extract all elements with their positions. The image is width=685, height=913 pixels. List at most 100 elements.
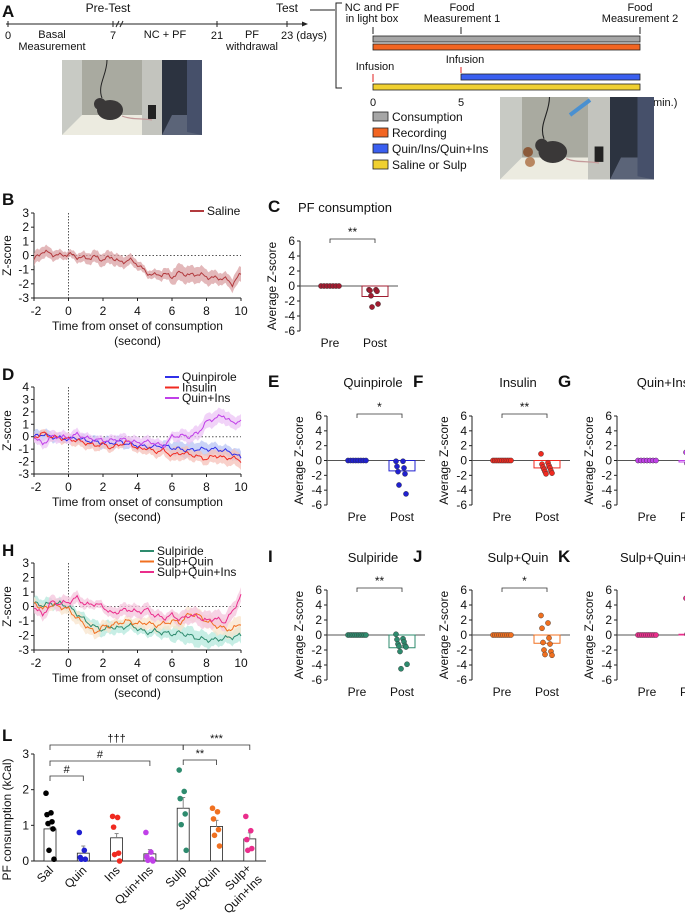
post-mean-bar	[678, 460, 685, 463]
x-axis-label-unit: (second)	[114, 686, 161, 700]
x-category-label: Post	[680, 685, 685, 699]
y-tick-label: 2	[288, 264, 295, 278]
post-data-point	[395, 468, 401, 475]
significance-bracket	[356, 587, 403, 592]
pre-data-point	[508, 632, 514, 638]
data-point	[178, 821, 184, 828]
legend-label: Sulp+Quin+Ins	[157, 565, 236, 579]
post-data-point	[398, 665, 404, 672]
post-data-point	[396, 482, 402, 488]
post-data-point	[538, 612, 544, 619]
x-category-label: Pre	[348, 685, 367, 699]
mouse-cage-illustration	[62, 59, 202, 135]
comparison-bracket	[49, 775, 84, 781]
quin-ins-bar	[460, 73, 641, 81]
y-tick-label: -4	[456, 483, 467, 497]
phase-label: withdrawal	[225, 41, 278, 53]
x-tick-label: -2	[31, 656, 42, 670]
significance-marker: *	[522, 574, 527, 588]
significance-marker: †††	[107, 733, 125, 745]
y-tick-label: -4	[311, 483, 322, 497]
post-data-point	[538, 451, 544, 457]
y-tick-label: -6	[601, 498, 612, 512]
y-tick-label: 6	[460, 409, 467, 423]
significance-bracket	[501, 413, 548, 418]
y-axis-label: Average Z-score	[265, 241, 279, 330]
significance-marker: **	[348, 225, 358, 239]
series-line-quinpirole	[33, 432, 242, 459]
legend-label: Recording	[392, 126, 447, 140]
legend-label: Sulp+Quin	[157, 555, 213, 569]
post-data-point	[400, 458, 406, 465]
data-point	[214, 808, 221, 815]
pre-data-point	[653, 632, 659, 638]
data-point	[211, 832, 218, 839]
y-tick-label: 6	[605, 583, 612, 597]
y-tick-label: -1	[18, 614, 29, 628]
significance-marker: **	[375, 574, 385, 588]
significance-marker: **	[196, 748, 205, 760]
x-tick-label: 0	[65, 480, 72, 494]
y-tick-label: 1	[22, 585, 29, 599]
y-tick-label: 4	[460, 424, 467, 438]
y-tick-label: -2	[456, 468, 467, 482]
post-mean-bar	[388, 634, 416, 649]
x-category-label: Pre	[638, 510, 657, 524]
y-tick-label: -3	[18, 467, 29, 481]
y-tick-label: 3	[22, 392, 29, 406]
y-tick-label: 6	[315, 409, 322, 423]
post-data-point	[542, 651, 548, 658]
panel-label: G	[558, 372, 571, 391]
post-data-point	[404, 661, 410, 668]
pretest-label: Pre-Test	[86, 1, 131, 15]
x-category-label: Post	[680, 510, 685, 524]
comparison-bracket	[49, 744, 184, 750]
post-data-point	[543, 471, 549, 477]
y-tick-label: 2	[315, 439, 322, 453]
x-category-label: Pre	[321, 336, 340, 350]
series-line-sulp-quin	[33, 601, 242, 634]
post-data-point	[367, 287, 373, 294]
test-label: Test	[276, 1, 299, 15]
data-point	[45, 820, 51, 827]
data-point	[210, 816, 217, 822]
post-mean-bar	[678, 633, 685, 636]
x-axis-label-unit: (second)	[114, 334, 161, 348]
legend-label: Insulin	[182, 381, 217, 395]
series-line-quin-ins	[33, 414, 242, 448]
syringe-icon	[568, 98, 592, 117]
comparison-bracket	[182, 759, 217, 765]
y-tick-label: 2	[22, 783, 29, 797]
consumption-bar	[372, 35, 641, 43]
minute-tick-label: 5	[458, 97, 464, 109]
post-data-point	[403, 491, 409, 497]
food-pellet-icon	[525, 157, 535, 167]
x-category-label: Post	[390, 510, 415, 524]
y-tick-label: 3	[22, 556, 29, 570]
significance-marker: #	[64, 764, 71, 776]
y-tick-label: 6	[605, 409, 612, 423]
y-tick-label: 4	[605, 598, 612, 612]
sem-band-saline	[34, 244, 241, 294]
x-tick-label: 6	[169, 304, 176, 318]
panel-label: D	[2, 365, 14, 384]
mean-bar	[110, 837, 123, 862]
x-category-label: Pre	[638, 685, 657, 699]
data-point	[181, 788, 187, 795]
y-tick-label: -4	[284, 309, 295, 323]
legend-label: Quinpirole	[182, 370, 237, 384]
series-line-saline	[33, 249, 242, 288]
x-category-label: Sal	[34, 863, 56, 885]
panel-label: K	[558, 547, 571, 566]
data-point	[150, 858, 156, 864]
post-data-point	[394, 636, 400, 643]
phase-label: PF	[245, 29, 259, 41]
legend-swatch	[372, 127, 389, 138]
post-data-point	[549, 470, 555, 476]
post-data-point	[547, 641, 553, 647]
data-point	[110, 824, 117, 830]
y-tick-label: 4	[22, 380, 29, 394]
data-point	[248, 827, 254, 834]
panel-label: L	[2, 726, 12, 745]
